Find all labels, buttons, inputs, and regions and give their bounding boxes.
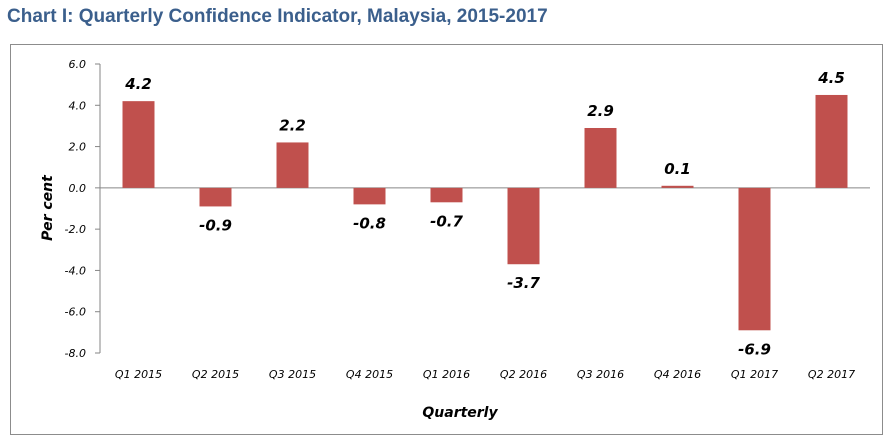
y-tick-label: 2.0	[69, 141, 87, 154]
data-label: -0.8	[353, 214, 386, 232]
bar-q4-2015	[353, 187, 386, 205]
bar-q1-2017	[738, 187, 771, 331]
data-label: -0.7	[430, 212, 463, 230]
y-tick-label: 6.0	[69, 58, 87, 71]
x-axis-label: Quarterly	[422, 405, 498, 421]
bar-q3-2015	[276, 142, 309, 188]
x-tick-label: Q3 2015	[269, 368, 316, 381]
data-label: -0.9	[199, 216, 232, 234]
y-axis-label: Per cent	[40, 174, 56, 241]
x-tick-label: Q1 2016	[423, 368, 470, 381]
chart-title: Chart I: Quarterly Confidence Indicator,…	[7, 6, 548, 27]
data-label: -3.7	[507, 274, 540, 292]
x-tick-label: Q4 2016	[654, 368, 701, 381]
x-tick-label: Q1 2015	[115, 368, 162, 381]
data-label: 4.2	[124, 75, 152, 93]
y-tick-label: 0.0	[69, 182, 87, 195]
bar-q1-2016	[430, 187, 463, 203]
x-tick-label: Q1 2017	[731, 368, 778, 381]
data-label: 0.1	[664, 160, 691, 178]
bar-q3-2016	[584, 127, 617, 188]
data-label: 2.9	[587, 102, 614, 120]
bar-q1-2015	[122, 101, 155, 188]
y-tick-label: -2.0	[65, 223, 86, 236]
bar-q2-2017	[815, 94, 848, 188]
data-label: 2.2	[279, 116, 306, 134]
bar-q2-2015	[199, 187, 232, 207]
data-label: 4.5	[817, 69, 845, 87]
y-tick-label: 4.0	[69, 99, 87, 112]
bar-q4-2016	[661, 185, 694, 188]
y-tick-label: -4.0	[65, 264, 86, 277]
x-tick-label: Q4 2015	[346, 368, 393, 381]
y-tick-label: -8.0	[65, 347, 86, 360]
x-tick-label: Q2 2015	[192, 368, 239, 381]
data-label: -6.9	[738, 340, 771, 358]
y-tick-label: -6.0	[65, 306, 86, 319]
x-tick-label: Q2 2016	[500, 368, 547, 381]
bar-q2-2016	[507, 187, 540, 265]
x-tick-label: Q2 2017	[808, 368, 855, 381]
x-tick-label: Q3 2016	[577, 368, 624, 381]
chart-frame	[10, 44, 883, 435]
